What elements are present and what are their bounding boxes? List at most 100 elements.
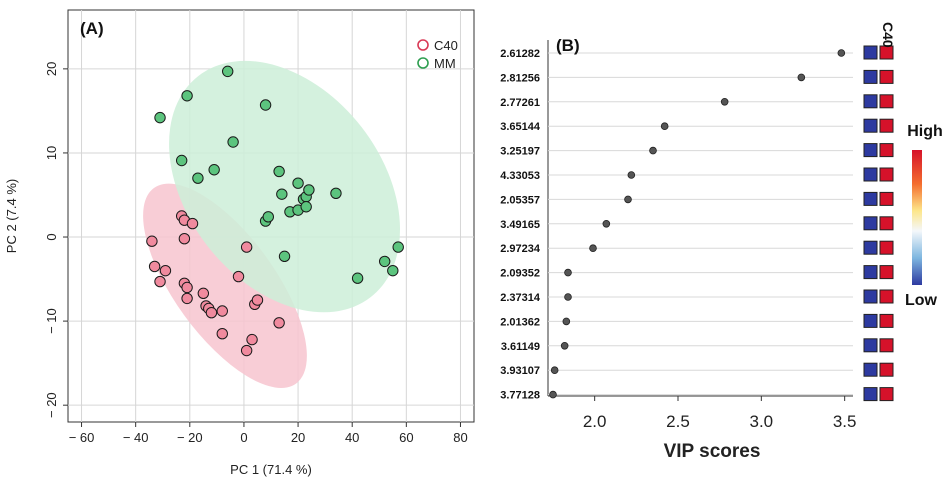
pca-x-tick-label: − 60 [69,430,95,445]
c40-point [148,260,161,273]
heatmap-cell [879,338,894,353]
heatmap-cell [863,94,878,109]
vip-heatmap [863,45,894,402]
heatmap-cell [863,387,878,402]
heatmap-cell [879,265,894,280]
c40-point [240,241,253,253]
pca-x-tick-label: 60 [399,430,413,445]
heatmap-column-label: C40 [880,22,896,48]
vip-score-plot: 2.61282 2.81256 2.77261 3.65144 3.25197 4.330… [500,22,943,462]
vip-point [797,73,806,82]
heatmap-cell [879,191,894,206]
vip-feature-labels: 2.61282 2.81256 2.77261 3.65144 3.25197 4.330… [500,48,541,402]
c40-point [186,217,199,230]
heatmap-cell [879,289,894,304]
c40-point [251,294,264,306]
mm-point [292,177,304,189]
heatmap-cell [879,387,894,402]
mm-point [181,90,193,102]
heatmap-cell [863,191,878,206]
c40-point [154,275,166,288]
c40-point [181,292,193,305]
pca-x-tick-label: 80 [453,430,467,445]
pca-y-tick-label: − 10 [44,308,59,334]
pca-y-axis-label: PC 2 (7.4 %) [4,179,19,253]
pca-x-tick-label: − 20 [177,430,203,445]
vip-feature-label: 2.97234 [500,243,541,255]
mm-point [192,172,204,184]
pca-y-tick-label: 20 [44,62,59,76]
vip-point [627,171,636,179]
pca-x-tick-label: − 40 [123,430,149,445]
c40-point [273,317,285,329]
mm-point [227,136,239,148]
mm-point [276,188,288,200]
legend-mm-label: MM [434,56,456,71]
vip-point [837,49,846,57]
vip-feature-label: 3.65144 [500,121,541,133]
vip-point [660,122,669,130]
vip-feature-label: 3.25197 [500,146,540,158]
c40-point [146,235,158,247]
vip-feature-label: 3.93107 [500,365,540,377]
mm-point [392,241,404,253]
heatmap-cell [863,289,878,304]
heatmap-cell [863,69,878,84]
vip-x-tick-label: 3.5 [833,412,857,431]
vip-plot-area [548,38,853,392]
heatmap-cell [863,167,878,182]
heatmap-cell [863,240,878,255]
heatmap-cell [863,118,878,133]
vip-point [564,268,572,277]
mm-point [278,250,291,263]
color-scale-bar [912,150,922,285]
vip-feature-label: 4.33053 [500,170,540,182]
vip-x-tick-label: 3.0 [750,412,774,431]
heatmap-cell [879,167,894,182]
c40-point [216,305,228,317]
vip-feature-label: 3.61149 [501,341,540,353]
heatmap-cell [863,338,878,353]
heatmap-cell [879,94,894,109]
mm-point [273,165,285,178]
mm-point [262,211,274,223]
vip-feature-label: 2.81256 [500,72,540,84]
vip-point [560,341,569,350]
vip-x-tick-label: 2.0 [583,412,607,431]
vip-feature-label: 3.77128 [500,390,540,402]
mm-point [208,164,220,176]
color-scale-low-label: Low [905,292,938,309]
vip-feature-label: 2.01362 [500,316,540,328]
pca-points [146,65,404,357]
heatmap-cell [863,265,878,280]
c40-point [159,264,172,277]
heatmap-cell [879,240,894,255]
vip-point [624,195,632,204]
vip-x-ticks: 2.0 2.5 3.0 3.5 [583,396,857,431]
c40-point [240,344,253,357]
heatmap-cell [879,362,894,377]
legend-c40-label: C40 [434,38,458,53]
panel-a-label: (A) [80,19,104,38]
vip-feature-label: 2.09352 [500,268,540,280]
c40-point [216,328,228,340]
pca-y-tick-label: 0 [44,233,59,240]
c40-point [232,270,245,283]
pca-y-ticks: − 20 − 10 0 10 20 [44,62,68,418]
vip-feature-label: 3.49165 [500,219,540,231]
pca-x-ticks: − 60 − 40 − 20 0 20 40 60 80 [69,422,468,445]
vip-feature-label: 2.61282 [500,48,540,60]
mm-point [378,255,391,268]
vip-feature-label: 2.37314 [500,292,541,304]
vip-point [649,146,657,155]
c40-point [205,306,218,319]
heatmap-cell [879,45,894,60]
vip-point [589,244,597,253]
mm-point [303,184,315,196]
vip-feature-label: 2.77261 [500,97,540,109]
pca-x-tick-label: 40 [345,430,359,445]
vip-point [549,390,557,399]
mm-point [259,99,272,111]
